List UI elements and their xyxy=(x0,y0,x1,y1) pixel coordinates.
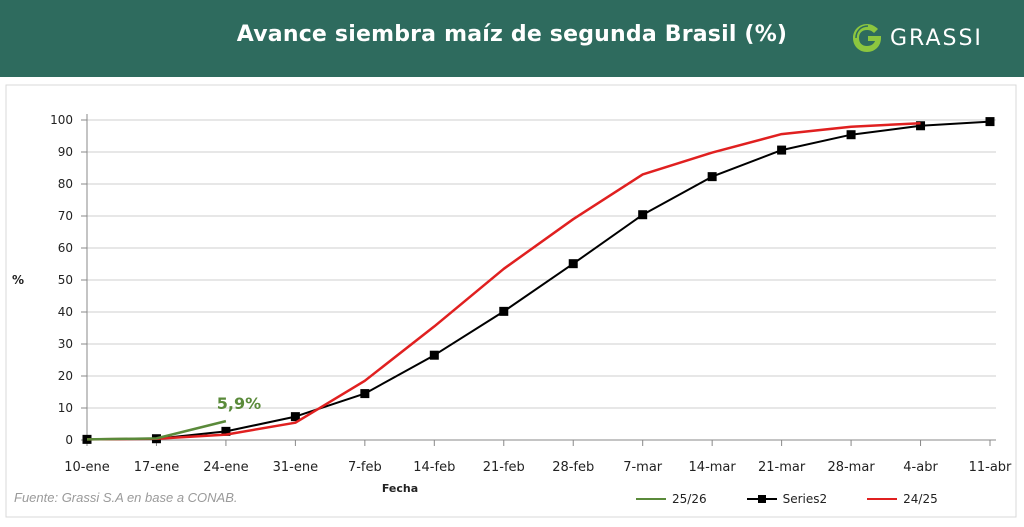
x-tick-label: 28-mar xyxy=(827,460,875,475)
x-tick-label: 10-ene xyxy=(64,460,109,475)
series-line-2425 xyxy=(86,121,921,441)
chart-legend: 25/26 Series2 24/25 xyxy=(636,492,978,506)
y-tick-label: 80 xyxy=(58,177,73,191)
series-marker-Series2 xyxy=(985,117,995,127)
y-axis-title: % xyxy=(12,273,24,287)
x-tick-label: 24-ene xyxy=(203,460,248,475)
series-line-Series2 xyxy=(86,120,991,441)
series-marker-Series2 xyxy=(568,259,578,269)
y-tick-label: 40 xyxy=(58,305,73,319)
line-chart: 0 10 20 30 40 50 60 70 80 90 100 10-ene 17-ene 24-ene… xyxy=(5,84,1017,518)
y-tick-label: 100 xyxy=(50,113,73,127)
brand-logo: GRASSI xyxy=(850,20,983,56)
legend-swatch-2425 xyxy=(867,498,898,500)
chart-header: Avance siembra maíz de segunda Brasil (%… xyxy=(0,0,1024,77)
x-tick-label: 14-mar xyxy=(689,460,737,475)
legend-label-2526: 25/26 xyxy=(672,492,707,506)
legend-label-2425: 24/25 xyxy=(903,492,938,506)
legend-item-2526: 25/26 xyxy=(636,492,707,506)
legend-item-series2: Series2 xyxy=(746,492,828,506)
y-tick-label: 60 xyxy=(58,241,73,255)
grassi-leaf-logo-icon xyxy=(853,24,881,52)
x-axis-title: Fecha xyxy=(382,482,418,495)
legend-swatch-series2 xyxy=(746,495,777,503)
x-tick-label: 28-feb xyxy=(552,460,594,475)
chart-area: 0 10 20 30 40 50 60 70 80 90 100 10-ene 17-ene 24-ene… xyxy=(0,77,1024,527)
legend-swatch-2526 xyxy=(636,498,666,500)
x-tick-label: 17-ene xyxy=(134,460,179,475)
series-marker-Series2 xyxy=(638,210,648,220)
series-marker-Series2 xyxy=(777,145,787,155)
brand-name: GRASSI xyxy=(890,25,983,51)
y-tick-label: 10 xyxy=(58,401,73,415)
series-marker-Series2 xyxy=(290,412,300,422)
x-tick-label: 11-abr xyxy=(969,460,1012,475)
x-tick-label: 7-mar xyxy=(623,460,663,475)
series-marker-Series2 xyxy=(429,350,439,360)
source-note: Fuente: Grassi S.A en base a CONAB. xyxy=(14,490,238,505)
plot-frame xyxy=(5,84,1017,518)
data-label-annotation: 5,9% xyxy=(217,394,261,413)
y-tick-label: 50 xyxy=(58,273,73,287)
y-tick-label: 70 xyxy=(58,209,73,223)
series-marker-Series2 xyxy=(499,306,509,316)
series-marker-Series2 xyxy=(916,121,926,131)
series-marker-Series2 xyxy=(221,426,231,436)
series-marker-Series2 xyxy=(360,389,370,399)
x-tick-label: 14-feb xyxy=(413,460,455,475)
x-tick-label: 7-feb xyxy=(348,460,382,475)
series-marker-Series2 xyxy=(846,130,856,140)
x-tick-label: 21-feb xyxy=(483,460,525,475)
legend-item-2425: 24/25 xyxy=(867,492,938,506)
chart-title: Avance siembra maíz de segunda Brasil (%… xyxy=(236,22,788,47)
series-marker-Series2 xyxy=(707,172,717,182)
y-tick-label: 20 xyxy=(58,369,73,383)
x-tick-label: 4-abr xyxy=(903,460,938,475)
x-tick-label: 21-mar xyxy=(758,460,806,475)
y-tick-label: 0 xyxy=(65,433,73,447)
legend-label-series2: Series2 xyxy=(782,492,828,506)
x-tick-label: 31-ene xyxy=(273,460,318,475)
y-tick-label: 30 xyxy=(58,337,73,351)
y-tick-label: 90 xyxy=(58,145,73,159)
series-line-2526 xyxy=(86,419,227,441)
